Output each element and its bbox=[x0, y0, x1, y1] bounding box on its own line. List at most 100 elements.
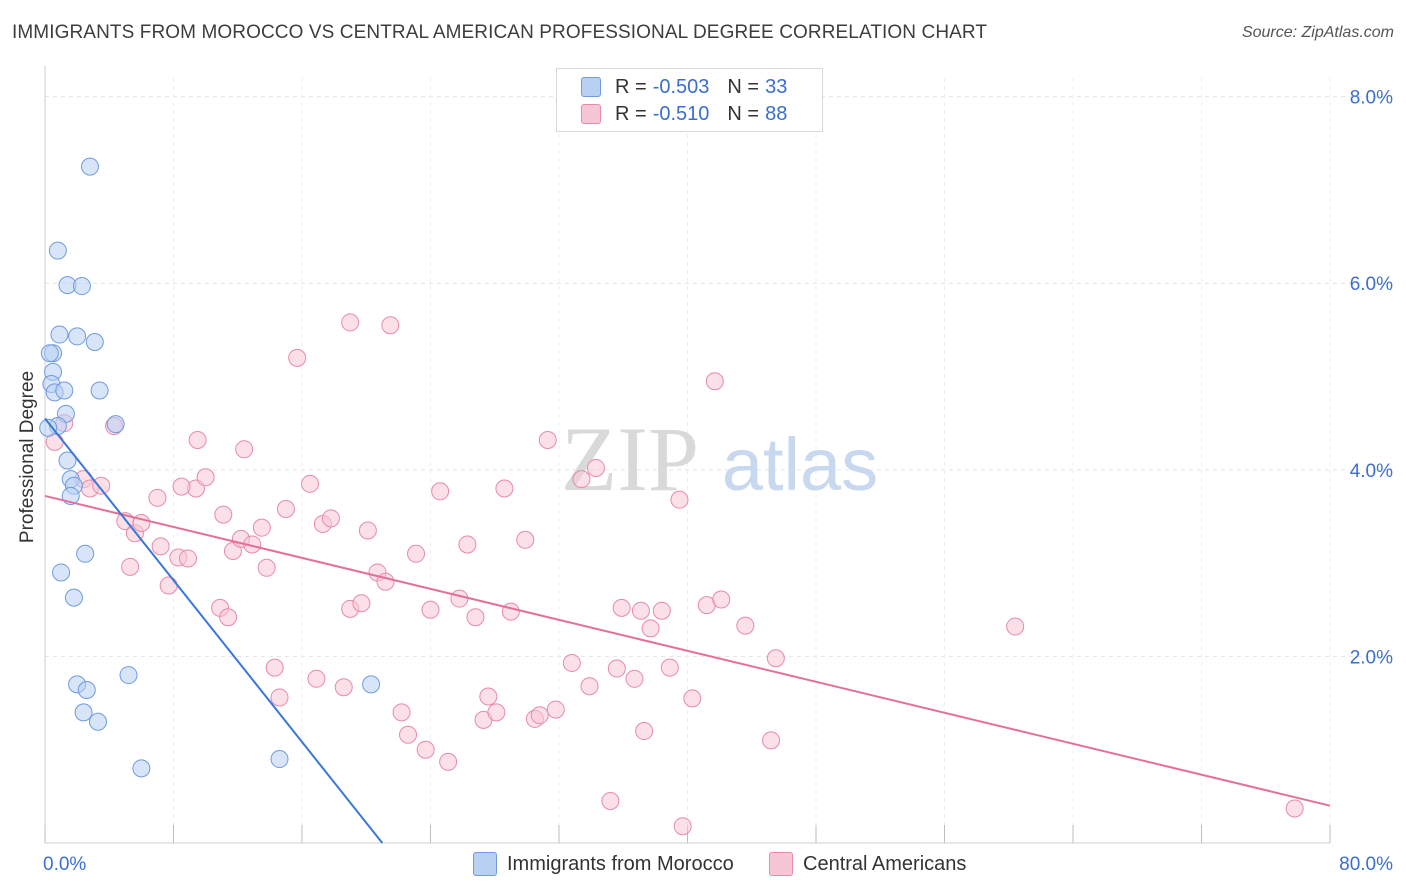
chart-source: Source: ZipAtlas.com bbox=[1241, 24, 1394, 41]
central-americans-point bbox=[538, 430, 557, 449]
y-axis-label: Professional Degree bbox=[17, 370, 38, 544]
central-americans-point bbox=[562, 653, 581, 672]
central-americans-point bbox=[670, 490, 689, 509]
central-americans-point bbox=[341, 313, 360, 332]
morocco-point bbox=[106, 415, 125, 434]
central-americans-point bbox=[572, 470, 591, 489]
bottom-legend-swatch-blue bbox=[473, 852, 497, 876]
gridlines bbox=[45, 78, 1392, 843]
bottom-legend-label: Central Americans bbox=[803, 852, 967, 875]
central-americans-point bbox=[407, 544, 426, 563]
central-americans-point bbox=[546, 700, 565, 719]
x-tick-label-min: 0.0% bbox=[43, 854, 86, 875]
central-americans-point bbox=[766, 649, 785, 668]
y-tick-label: 8.0% bbox=[1350, 88, 1393, 109]
central-americans-point bbox=[301, 474, 320, 493]
morocco-point bbox=[72, 277, 91, 296]
central-americans-point bbox=[487, 703, 506, 722]
morocco-point bbox=[85, 333, 104, 352]
central-americans-point bbox=[495, 479, 514, 498]
legend-n-label: N = bbox=[727, 102, 760, 125]
central-americans-point bbox=[586, 458, 605, 477]
central-americans-point bbox=[1006, 617, 1025, 636]
central-americans-point bbox=[334, 678, 353, 697]
legend-r-value: -0.510 bbox=[652, 102, 710, 125]
central-americans-point bbox=[736, 616, 755, 635]
correlation-legend: R = -0.503 N = 33 R = -0.510 N = 88 bbox=[556, 68, 823, 132]
morocco-point bbox=[132, 759, 151, 778]
central-americans-point bbox=[252, 518, 271, 537]
central-americans-point bbox=[501, 602, 520, 621]
central-americans-point bbox=[466, 608, 485, 627]
central-americans-point bbox=[712, 590, 731, 609]
central-americans-point bbox=[683, 689, 702, 708]
bottom-legend-central-americans: Central Americans bbox=[769, 851, 966, 877]
central-americans-point bbox=[635, 722, 654, 741]
central-americans-point bbox=[321, 509, 340, 528]
legend-r-label: R = bbox=[615, 102, 647, 125]
morocco-point bbox=[90, 381, 109, 400]
morocco-point bbox=[40, 344, 59, 363]
central-americans-points bbox=[45, 313, 1304, 836]
central-americans-point bbox=[196, 468, 215, 487]
central-americans-point bbox=[172, 477, 191, 496]
central-americans-point bbox=[257, 558, 276, 577]
central-americans-point bbox=[1285, 799, 1304, 818]
legend-swatch-blue bbox=[581, 77, 601, 97]
central-americans-point bbox=[439, 752, 458, 771]
central-americans-point bbox=[265, 658, 284, 677]
central-americans-point bbox=[607, 659, 626, 678]
central-americans-point bbox=[219, 608, 238, 627]
legend-n-value: 33 bbox=[765, 75, 788, 98]
legend-r-label: R = bbox=[615, 75, 647, 98]
central-americans-point bbox=[270, 688, 289, 707]
central-americans-point bbox=[288, 348, 307, 367]
central-americans-point bbox=[612, 598, 631, 617]
central-americans-point bbox=[148, 488, 167, 507]
central-americans-point bbox=[392, 703, 411, 722]
central-americans-point bbox=[479, 687, 498, 706]
bottom-legend-label: Immigrants from Morocco bbox=[507, 852, 734, 875]
morocco-point bbox=[74, 703, 93, 722]
legend-row-central-americans: R = -0.510 N = 88 bbox=[581, 102, 787, 126]
tick-labels: 2.0% 4.0% 6.0% 8.0% 0.0% 80.0% bbox=[43, 88, 1393, 875]
y-tick-label: 4.0% bbox=[1350, 461, 1393, 482]
morocco-point bbox=[58, 451, 77, 470]
central-americans-point bbox=[416, 740, 435, 759]
central-americans-point bbox=[214, 505, 233, 524]
central-americans-point bbox=[188, 430, 207, 449]
central-americans-point bbox=[580, 677, 599, 696]
central-americans-point bbox=[450, 589, 469, 608]
central-americans-trend-line bbox=[44, 494, 1331, 807]
central-americans-point bbox=[307, 669, 326, 688]
central-americans-point bbox=[92, 476, 111, 495]
central-americans-point bbox=[276, 500, 295, 519]
morocco-point bbox=[80, 157, 99, 176]
central-americans-point bbox=[399, 725, 418, 744]
morocco-point bbox=[68, 327, 87, 346]
y-tick-label: 6.0% bbox=[1350, 274, 1393, 295]
central-americans-point bbox=[516, 530, 535, 549]
morocco-point bbox=[77, 681, 96, 699]
morocco-point bbox=[119, 666, 138, 685]
morocco-points bbox=[39, 157, 381, 778]
central-americans-point bbox=[235, 440, 254, 459]
trend-lines bbox=[44, 417, 1331, 844]
central-americans-point bbox=[673, 817, 692, 836]
bottom-legend-morocco: Immigrants from Morocco bbox=[473, 851, 734, 877]
morocco-point bbox=[50, 325, 69, 344]
morocco-point bbox=[76, 544, 95, 563]
legend-n-value: 88 bbox=[765, 102, 788, 125]
central-americans-point bbox=[641, 619, 660, 638]
morocco-point bbox=[48, 241, 67, 260]
morocco-trend-line bbox=[44, 417, 384, 844]
x-tick-label-max: 80.0% bbox=[1339, 854, 1393, 875]
central-americans-point bbox=[625, 669, 644, 688]
central-americans-point bbox=[762, 731, 781, 750]
legend-row-morocco: R = -0.503 N = 33 bbox=[581, 75, 787, 99]
central-americans-point bbox=[381, 316, 400, 335]
watermark-atlas: atlas bbox=[722, 423, 878, 506]
morocco-point bbox=[270, 750, 289, 769]
central-americans-point bbox=[705, 372, 724, 391]
